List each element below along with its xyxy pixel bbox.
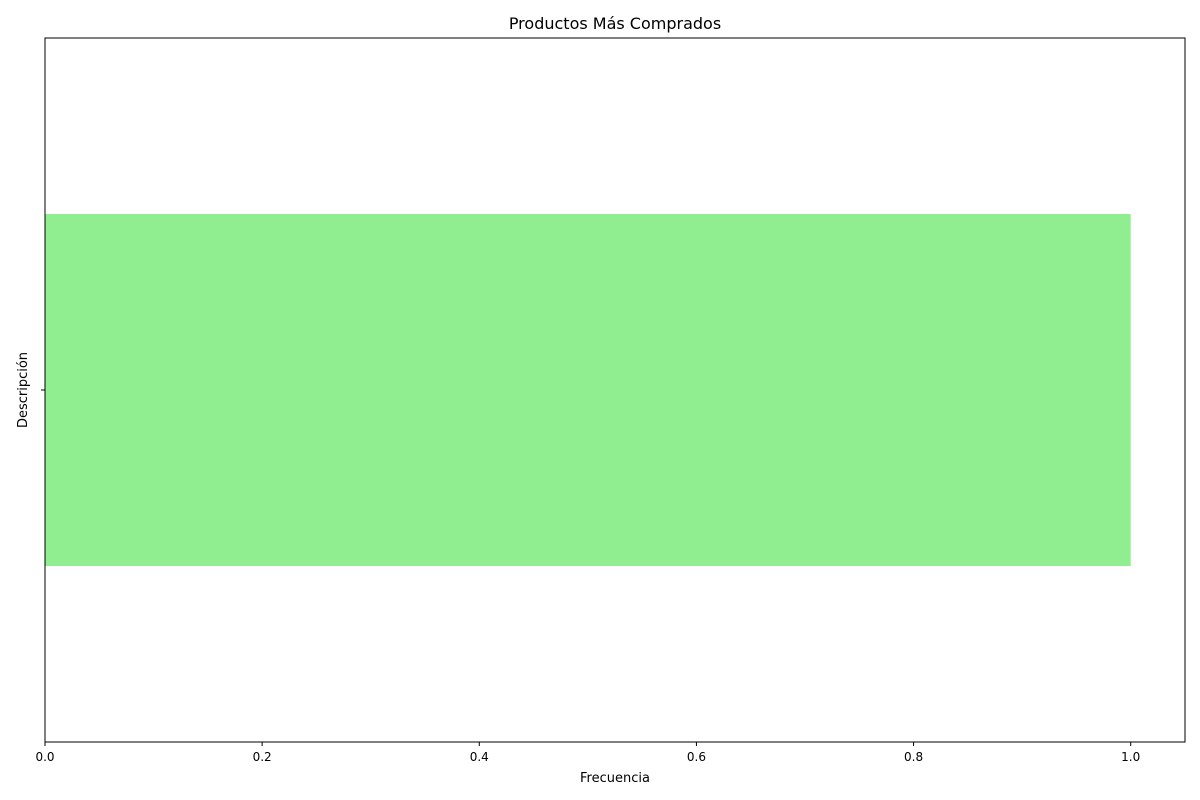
bar [45, 214, 1131, 566]
x-tick-label: 1.0 [1121, 750, 1140, 764]
x-tick-label: 0.6 [687, 750, 706, 764]
x-tick-label: 0.0 [35, 750, 54, 764]
x-tick-label: 0.8 [904, 750, 923, 764]
x-tick-label: 0.2 [253, 750, 272, 764]
x-tick-label: 0.4 [470, 750, 489, 764]
bars-layer [45, 214, 1131, 566]
x-axis-label: Frecuencia [580, 771, 650, 786]
chart-title: Productos Más Comprados [509, 14, 721, 33]
x-ticks-layer: 0.0 0.2 0.4 0.6 0.8 1.0 [35, 742, 1140, 764]
plot-frame [44, 37, 1186, 743]
y-axis-label: Descripción [16, 352, 31, 428]
